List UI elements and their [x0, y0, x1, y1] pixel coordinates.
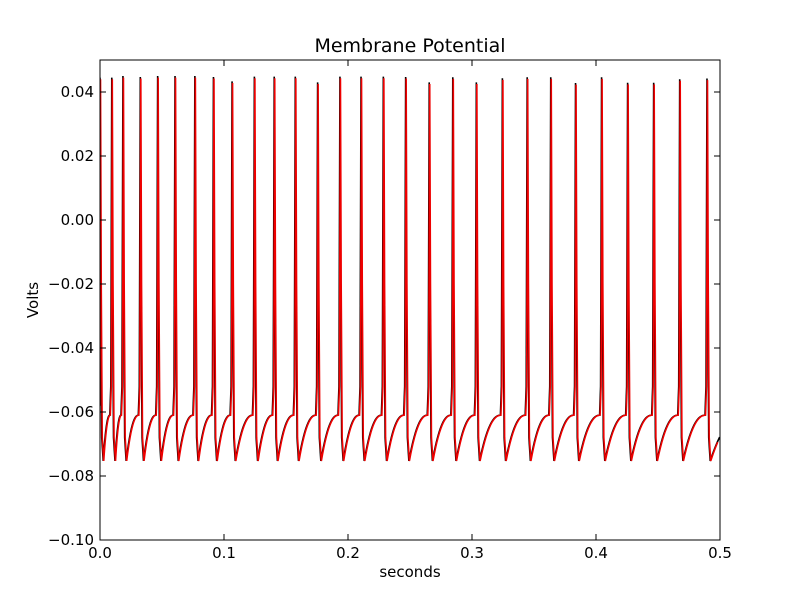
y-axis: 0.04 0.02 0.00 −0.02 −0.04 −0.06 −0.08 −0.10 [48, 83, 720, 549]
y-tick-label: −0.04 [48, 339, 94, 357]
plot-frame [99, 59, 721, 541]
y-tick-label: −0.02 [48, 275, 94, 293]
x-tick-label: 0.3 [460, 544, 484, 562]
y-tick-label: −0.10 [48, 531, 94, 549]
y-tick-label: −0.08 [48, 467, 94, 485]
x-axis-label: seconds [379, 563, 440, 581]
plot-area [100, 75, 720, 462]
x-tick-label: 0.2 [336, 544, 360, 562]
chart-title: Membrane Potential [314, 35, 505, 57]
x-axis: 0.0 0.1 0.2 0.3 0.4 0.5 [88, 60, 732, 562]
x-tick-label: 0.5 [708, 544, 732, 562]
x-tick-label: 0.1 [212, 544, 236, 562]
x-tick-label: 0.0 [88, 544, 112, 562]
series-line-2 [100, 77, 719, 462]
y-tick-label: 0.04 [61, 83, 94, 101]
y-tick-label: 0.02 [61, 147, 94, 165]
x-tick-label: 0.4 [584, 544, 608, 562]
y-axis-label: Volts [24, 282, 42, 318]
y-tick-label: −0.06 [48, 403, 94, 421]
y-tick-label: 0.00 [61, 211, 94, 229]
